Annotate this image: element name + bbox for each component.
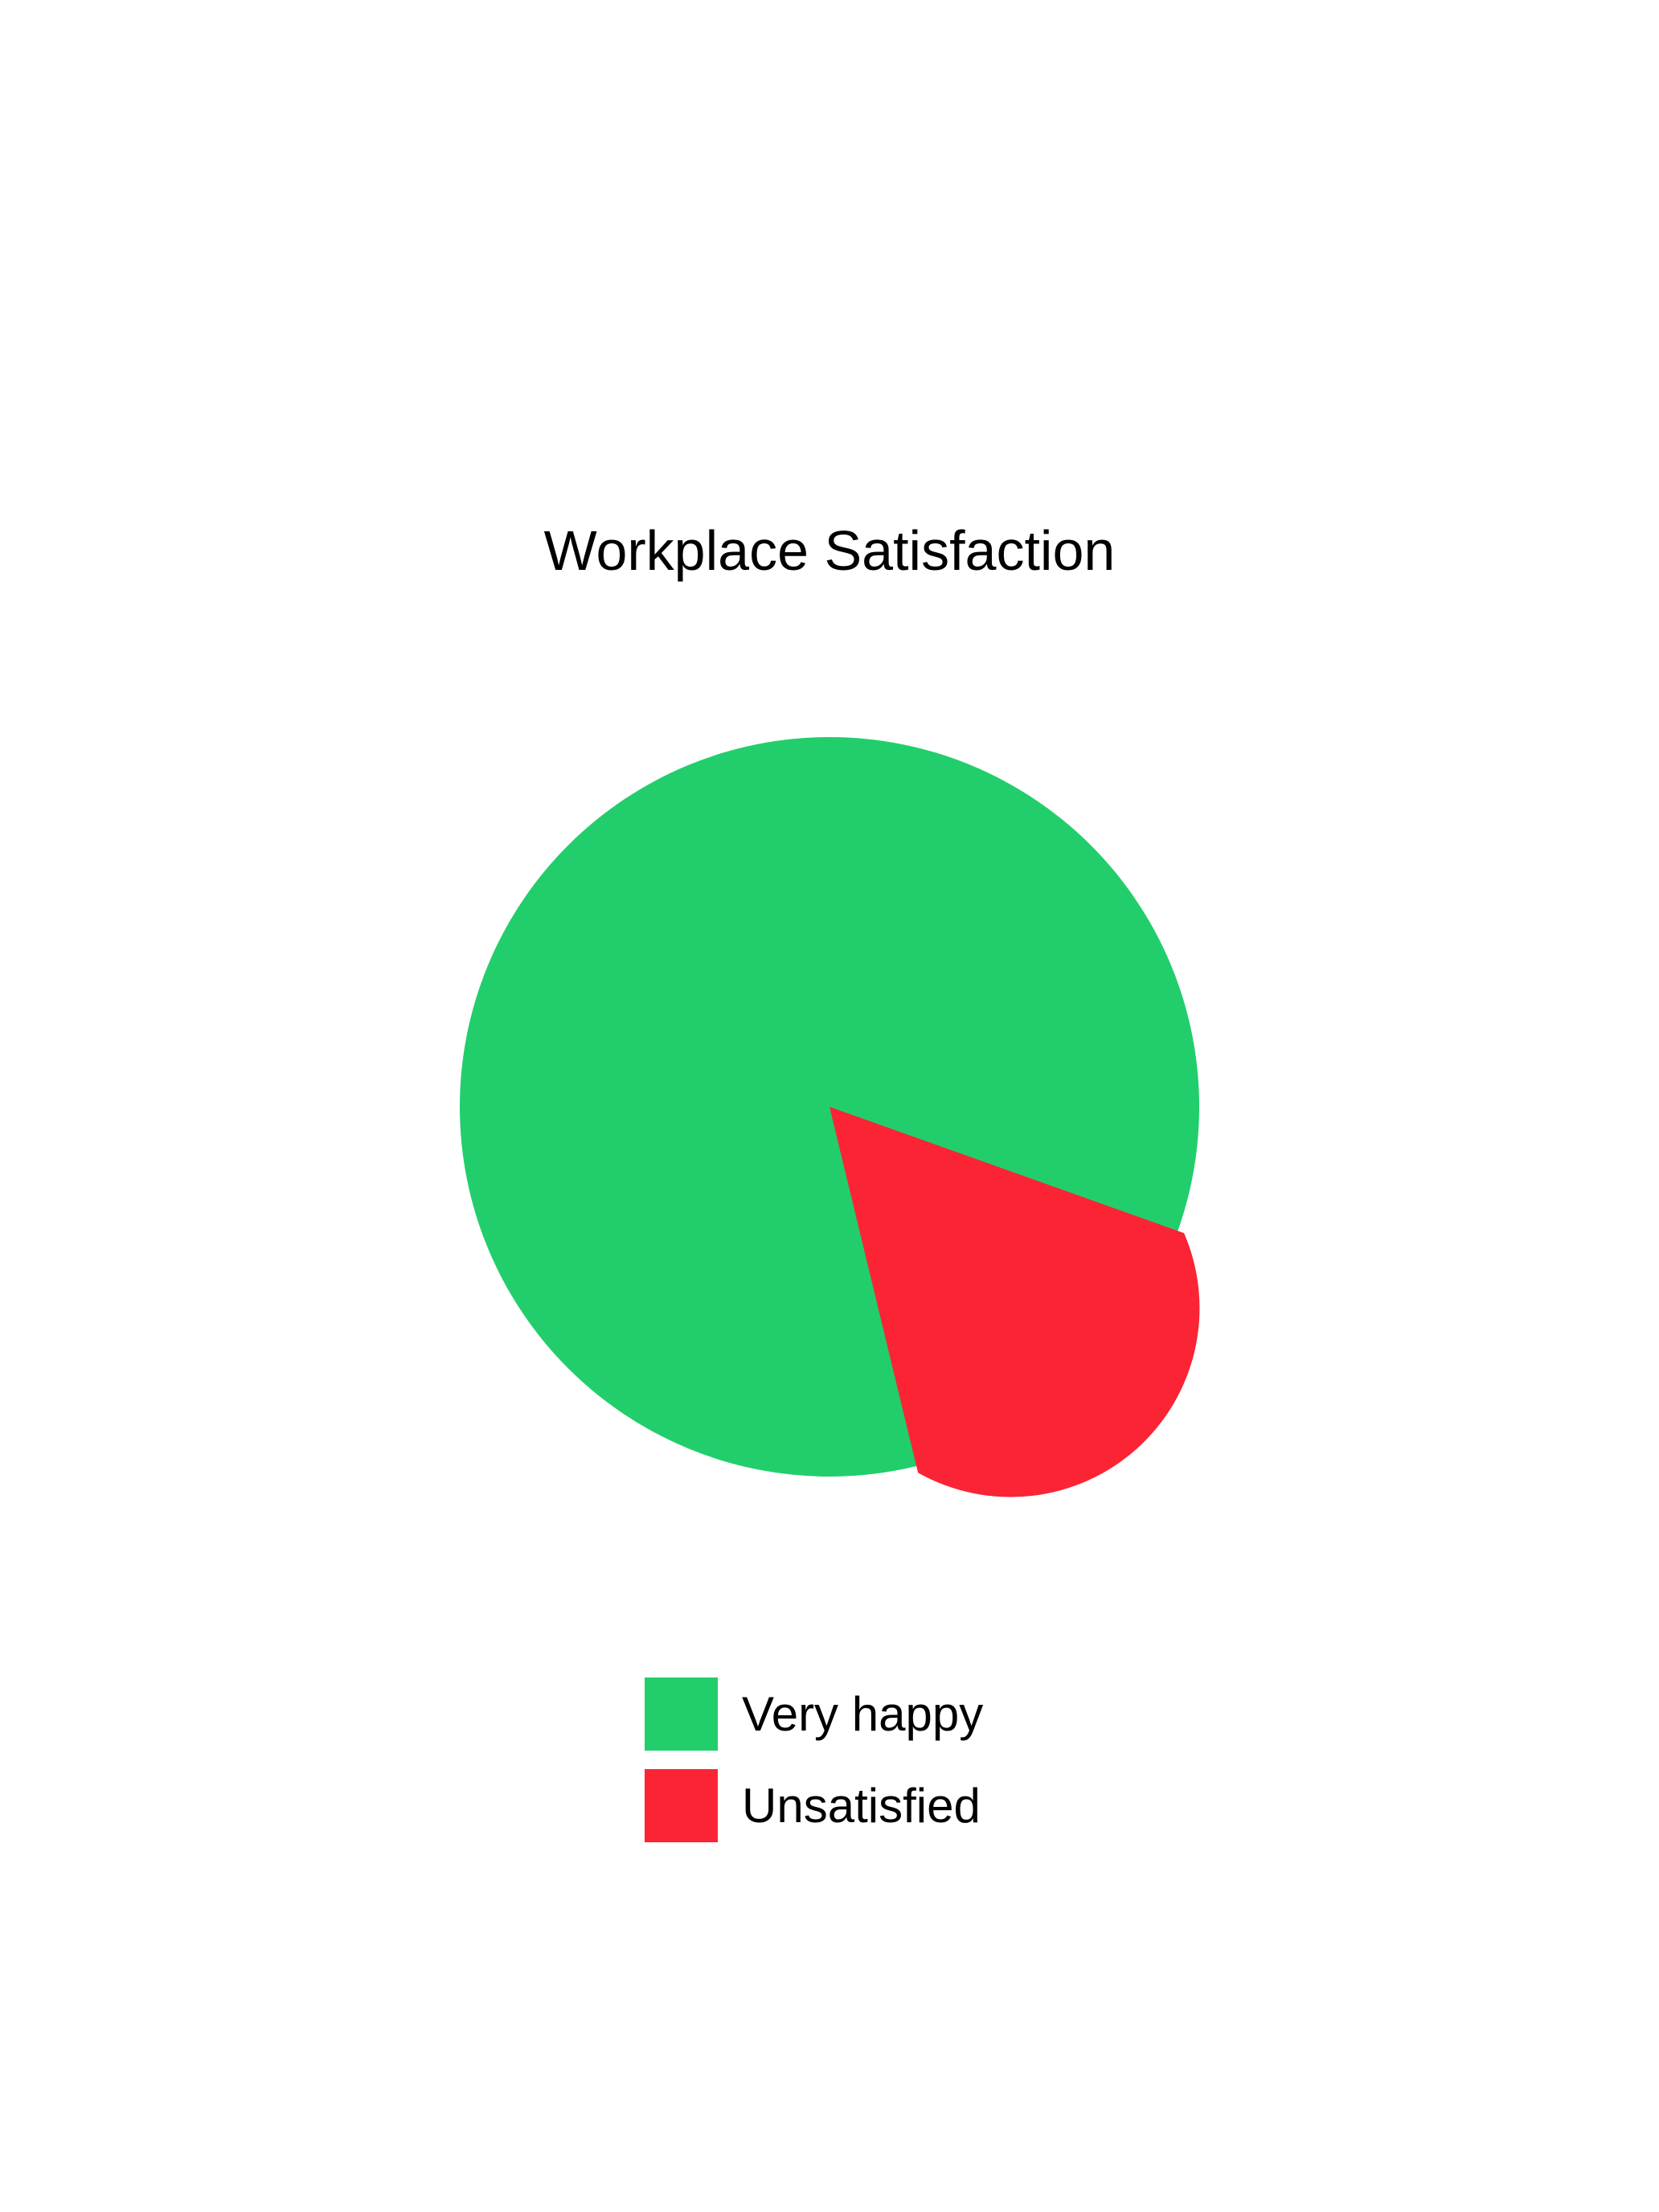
legend-label-unsatisfied: Unsatisfied bbox=[742, 1779, 981, 1833]
legend-swatch-very-happy bbox=[645, 1677, 718, 1751]
legend-swatch-unsatisfied bbox=[645, 1769, 718, 1842]
legend-item-unsatisfied: Unsatisfied bbox=[645, 1769, 983, 1842]
legend: Very happy Unsatisfied bbox=[645, 1677, 983, 1842]
legend-item-very-happy: Very happy bbox=[645, 1677, 983, 1751]
chart-title: Workplace Satisfaction bbox=[543, 519, 1116, 582]
legend-label-very-happy: Very happy bbox=[742, 1687, 984, 1741]
pie-slice-unsatisfied bbox=[830, 1107, 1200, 1497]
